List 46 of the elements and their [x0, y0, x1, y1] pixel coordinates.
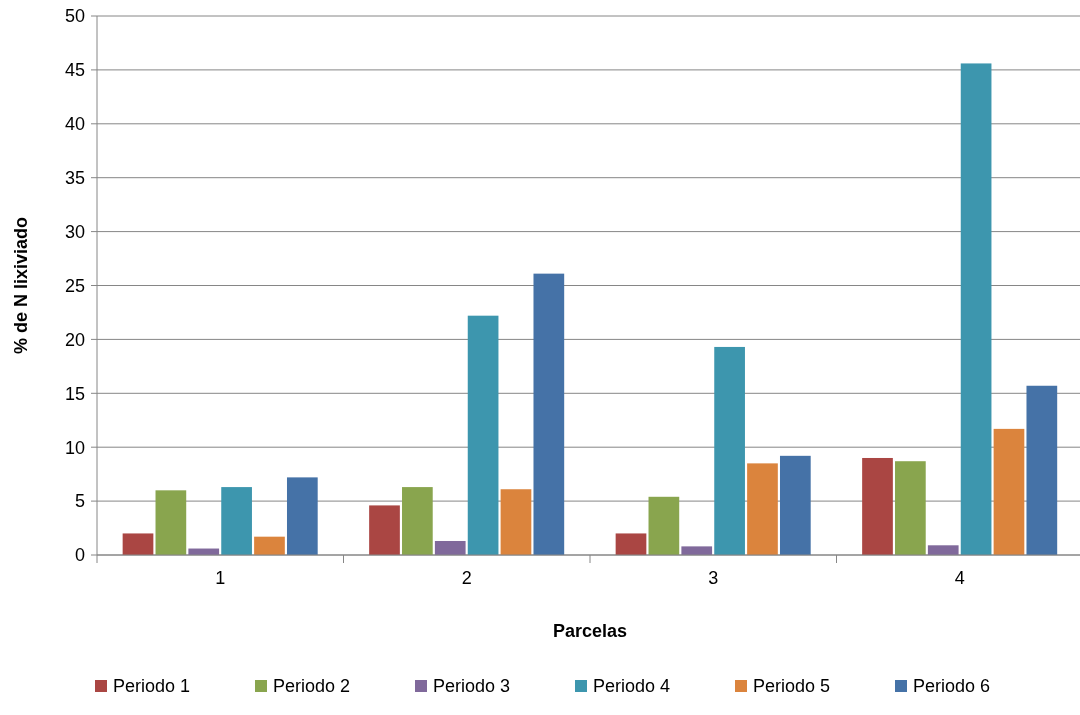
- y-tick-label: 45: [64, 60, 85, 81]
- x-tick-label: 4: [954, 568, 965, 588]
- x-axis-title: Parcelas: [552, 621, 628, 641]
- bar: [993, 428, 1025, 555]
- y-tick-label: 20: [64, 329, 85, 350]
- bar: [862, 457, 893, 555]
- bar: [434, 540, 466, 555]
- bar: [533, 273, 565, 555]
- x-tick-label: 2: [461, 568, 472, 588]
- bar: [369, 505, 400, 555]
- y-tick-label: 30: [64, 221, 85, 242]
- bar: [221, 487, 252, 555]
- bar: [927, 545, 959, 555]
- x-tick-label: 3: [708, 568, 719, 588]
- bar: [1026, 385, 1058, 555]
- x-tick-label: 1: [215, 568, 226, 588]
- y-tick-label: 10: [64, 437, 85, 458]
- legend-label: Periodo 2: [273, 676, 351, 696]
- y-tick-label: 5: [74, 491, 85, 512]
- y-tick-label: 40: [64, 114, 85, 135]
- y-tick-label: 35: [64, 168, 85, 188]
- bar: [500, 489, 532, 555]
- bar: [155, 490, 187, 555]
- legend-label: Periodo 4: [593, 676, 671, 696]
- bar: [122, 533, 154, 555]
- bar: [681, 546, 713, 555]
- legend-label: Periodo 6: [913, 676, 991, 696]
- bar: [648, 496, 680, 555]
- y-tick-label: 15: [64, 383, 85, 404]
- bar: [895, 461, 926, 555]
- bar: [747, 463, 778, 555]
- y-tick-label: 0: [74, 545, 85, 566]
- legend-label: Periodo 5: [753, 676, 831, 696]
- bar: [402, 487, 433, 555]
- bar: [779, 455, 811, 555]
- bar: [714, 346, 745, 555]
- legend-label: Periodo 3: [433, 676, 511, 696]
- bar: [286, 477, 318, 555]
- y-axis-title: % de N lixiviado: [11, 216, 31, 355]
- bar: [615, 533, 647, 555]
- bar: [467, 315, 499, 555]
- legend-label: Periodo 1: [113, 676, 191, 696]
- bar: [254, 536, 285, 555]
- y-tick-label: 50: [64, 6, 85, 27]
- bar: [960, 63, 992, 555]
- y-tick-label: 25: [64, 275, 85, 296]
